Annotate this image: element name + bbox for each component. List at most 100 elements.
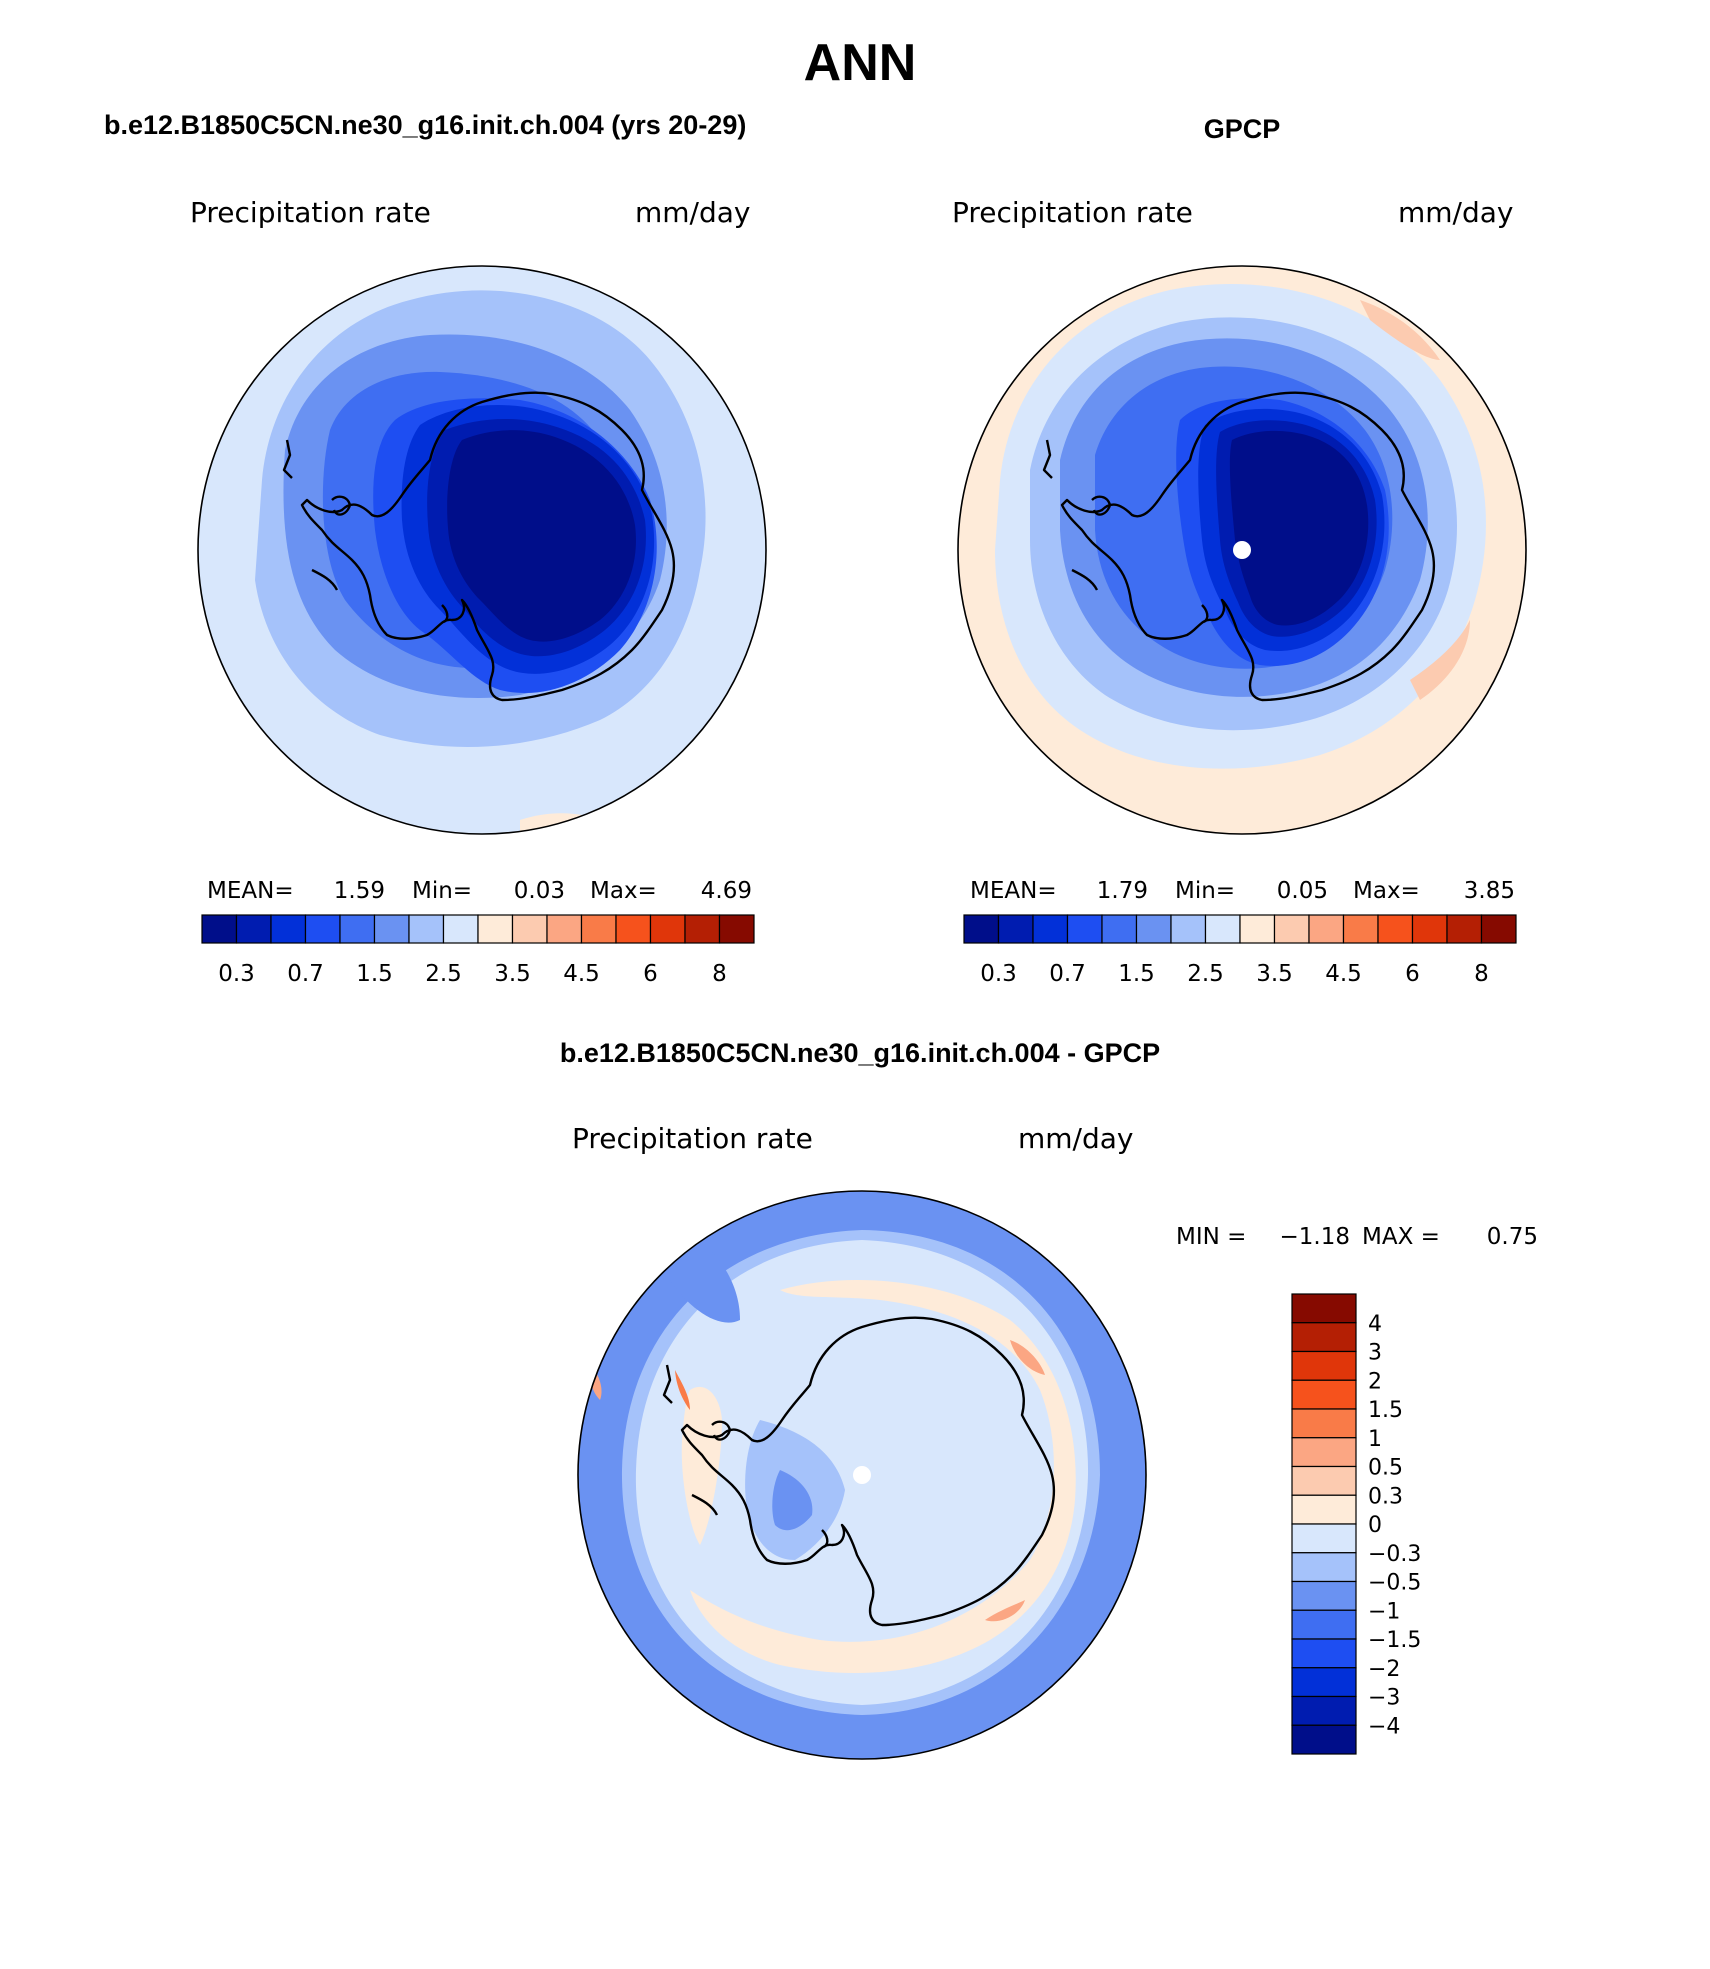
colorbar-model-swatch [270, 914, 307, 944]
colorbar-diff-tick-label: −1.5 [1368, 1628, 1421, 1653]
colorbar-diff-swatch [1291, 1667, 1357, 1698]
stats-obs-min-label: Min= [1175, 878, 1235, 904]
panel-model: b.e12.B1850C5CN.ne30_g16.init.ch.004 (yr… [104, 110, 767, 987]
colorbar-obs-swatch [1480, 914, 1517, 944]
colorbar-model-tick-label: 8 [712, 961, 727, 987]
colorbar-diff-tick-label: 2 [1368, 1369, 1382, 1394]
colorbar-obs-swatch [1135, 914, 1172, 944]
stats-model-mean: 1.59 [334, 878, 385, 904]
colorbar-model-swatch [580, 914, 617, 944]
colorbar-model-swatch [373, 914, 410, 944]
panel-obs-header: GPCP [1204, 114, 1281, 144]
stats-obs-mean: 1.79 [1097, 878, 1148, 904]
colorbar-obs-swatch [1377, 914, 1414, 944]
colorbar-model-swatch [684, 914, 721, 944]
colorbar-model-swatch [511, 914, 548, 944]
map-diff-rim [577, 1190, 1147, 1760]
colorbar-model-tick-label: 0.7 [287, 961, 324, 987]
map-diff-warm-hot2 [985, 1600, 1025, 1622]
panel-model-variable: Precipitation rate [190, 196, 431, 229]
colorbar-diff-swatch [1291, 1408, 1357, 1439]
colorbar-obs-swatch [1308, 914, 1345, 944]
map-model-rim [197, 265, 767, 835]
colorbar-diff-tick-label: 4 [1368, 1312, 1382, 1337]
colorbar-obs-tick-label: 0.3 [980, 961, 1017, 987]
colorbar-diff-tick-label: 1.5 [1368, 1398, 1403, 1423]
colorbar-diff-swatch [1291, 1350, 1357, 1381]
colorbar-obs-swatch [1204, 914, 1241, 944]
colorbar-model-tick-label: 1.5 [356, 961, 393, 987]
colorbar-diff-tick-label: −1 [1368, 1599, 1400, 1624]
colorbar-diff-tick-label: −0.3 [1368, 1542, 1421, 1567]
stats-model-min: 0.03 [514, 878, 565, 904]
map-obs-core [1229, 430, 1369, 626]
stats-diff-max-label: MAX = [1362, 1224, 1440, 1250]
colorbar-diff-swatch [1291, 1322, 1357, 1353]
stats-obs: MEAN= 1.79 Min= 0.05 Max= 3.85 [970, 878, 1515, 904]
colorbar-obs-swatch [1342, 914, 1379, 944]
panel-diff-header: b.e12.B1850C5CN.ne30_g16.init.ch.004 - G… [560, 1038, 1160, 1068]
panel-obs-units: mm/day [1398, 196, 1514, 229]
panel-model-header: b.e12.B1850C5CN.ne30_g16.init.ch.004 (yr… [104, 110, 746, 140]
colorbar-model-swatch [235, 914, 272, 944]
map-model [198, 266, 766, 834]
colorbar-model-swatch [339, 914, 376, 944]
map-model-core [447, 430, 636, 642]
colorbar-obs-swatch [1170, 914, 1207, 944]
colorbar-diff-tick-label: −4 [1368, 1714, 1400, 1739]
panel-diff-units: mm/day [1018, 1122, 1134, 1155]
colorbar-model-swatch [477, 914, 514, 944]
colorbar-model-tick-label: 0.3 [218, 961, 255, 987]
colorbar-diff-swatch [1291, 1293, 1357, 1324]
colorbar-obs-tick-label: 4.5 [1325, 961, 1362, 987]
colorbar-model-swatch [201, 914, 238, 944]
panel-diff: b.e12.B1850C5CN.ne30_g16.init.ch.004 - G… [560, 1038, 1538, 1760]
colorbar-obs-swatch [1032, 914, 1069, 944]
colorbar-model-swatch [615, 914, 652, 944]
colorbar-model: 0.3 0.7 1.5 2.5 3.5 4.5 6 8 [201, 914, 755, 987]
colorbar-obs-tick-label: 6 [1405, 961, 1420, 987]
colorbar-model-tick-label: 6 [643, 961, 658, 987]
colorbar-model-swatch [442, 914, 479, 944]
colorbar-model-swatch [649, 914, 686, 944]
stats-diff-min-label: MIN = [1176, 1224, 1246, 1250]
colorbar-diff-swatch [1291, 1494, 1357, 1525]
stats-diff: MIN = −1.18 MAX = 0.75 [1176, 1224, 1538, 1250]
panel-obs-variable: Precipitation rate [952, 196, 1193, 229]
map-diff-warm-ring [690, 1280, 1076, 1673]
colorbar-diff-swatch [1291, 1465, 1357, 1496]
colorbar-diff: 4 3 2 1.5 1 0.5 0.3 0 −0.3 −0.5 −1 −1.5 −2 −3 −4 [1291, 1293, 1421, 1755]
colorbar-diff-tick-label: 0.5 [1368, 1456, 1403, 1481]
panel-model-units: mm/day [635, 196, 751, 229]
colorbar-obs-swatch [1239, 914, 1276, 944]
colorbar-diff-tick-label: −2 [1368, 1657, 1400, 1682]
colorbar-model-swatch [408, 914, 445, 944]
colorbar-obs-swatch [1411, 914, 1448, 944]
map-obs-pole-hole [1233, 541, 1251, 559]
colorbar-diff-tick-label: 3 [1368, 1341, 1382, 1366]
colorbar-diff-swatch [1291, 1437, 1357, 1468]
colorbar-obs-swatch [1446, 914, 1483, 944]
map-diff-warm-west [681, 1386, 722, 1545]
map-obs-rim [957, 265, 1527, 835]
map-model-warm-bottom [520, 813, 600, 834]
stats-model-max: 4.69 [701, 878, 752, 904]
colorbar-model-swatch [304, 914, 341, 944]
colorbar-model-swatch [718, 914, 755, 944]
stats-diff-min: −1.18 [1280, 1224, 1350, 1250]
colorbar-diff-tick-label: 0.3 [1368, 1484, 1403, 1509]
stats-obs-max-label: Max= [1353, 878, 1420, 904]
stats-obs-mean-label: MEAN= [970, 878, 1057, 904]
colorbar-obs-swatch [997, 914, 1034, 944]
panel-obs: GPCP Precipitation rate mm/day MEAN= 1.7… [952, 114, 1527, 987]
colorbar-obs-tick-label: 0.7 [1049, 961, 1086, 987]
colorbar-obs-swatch [1101, 914, 1138, 944]
stats-model: MEAN= 1.59 Min= 0.03 Max= 4.69 [207, 878, 752, 904]
colorbar-model-tick-label: 3.5 [494, 961, 531, 987]
colorbar-diff-tick-label: −3 [1368, 1686, 1400, 1711]
colorbar-diff-swatch [1291, 1552, 1357, 1583]
colorbar-obs-tick-label: 2.5 [1187, 961, 1224, 987]
colorbar-diff-swatch [1291, 1580, 1357, 1611]
map-obs [958, 266, 1526, 834]
panel-diff-variable: Precipitation rate [572, 1122, 813, 1155]
